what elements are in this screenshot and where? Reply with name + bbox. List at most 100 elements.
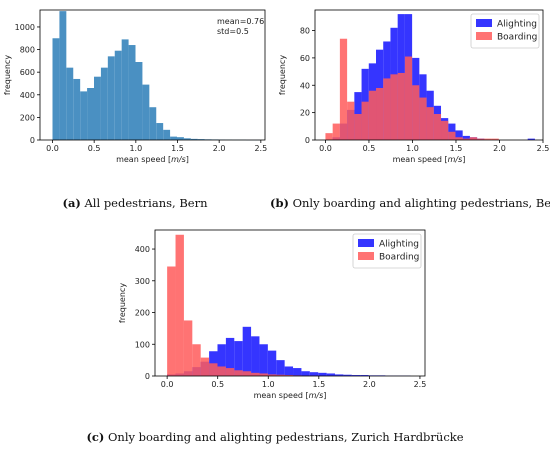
bar [156,123,164,140]
bar [66,67,74,140]
histogram-boarding-alighting-zurich: 0.0 0.5 1.0 1.5 2.0 2.5 0 100 200 300 400 mean spee… [118,229,426,400]
bar [284,366,294,376]
bar [135,62,143,140]
histogram-all-pedestrians-bern: 0.0 0.5 1.0 1.5 2.0 2.5 0 200 400 600 800 1000 mean … [3,9,267,164]
legend-swatch [476,32,492,40]
x-tick-label: 0.5 [211,380,224,389]
bar [94,76,101,140]
legend-label: Alighting [497,20,537,30]
legend-swatch [358,252,374,260]
bar [107,56,115,140]
x-tick-label: 1.5 [171,144,184,153]
legend-label: Alighting [379,240,419,250]
bar [52,38,60,141]
y-tick-label: 80 [300,27,310,36]
y-tick-label: 200 [20,113,35,122]
x-tick-label: 2.0 [363,380,376,389]
caption-c-letter: (c) [86,430,105,444]
bar [192,344,201,376]
bar [462,135,470,140]
bar [484,138,492,140]
y-tick-label: 600 [20,68,35,77]
x-axis-label: mean speed [m/s] [254,391,327,400]
bar [259,344,268,376]
caption-c: (c) Only boarding and alighting pedestri… [0,430,550,444]
y-tick-label: 100 [135,340,150,349]
bar [354,114,362,140]
bar [259,373,268,376]
x-tick-label: 0.0 [161,380,174,389]
bar [234,341,243,376]
plot-frame [39,9,266,141]
bar [234,370,243,376]
x-tick-label: 2.0 [213,144,226,153]
bar [284,375,294,376]
bar [455,137,463,140]
bar [419,97,427,140]
y-tick-label: 200 [135,309,150,318]
bar [325,133,333,140]
stats-annotation: mean=0.76 [217,17,264,26]
bar [225,368,235,376]
bar [491,138,499,140]
caption-a-letter: (a) [62,196,81,210]
x-tick-label: 1.0 [262,380,275,389]
x-tick-label: 0.5 [363,144,376,153]
y-tick-label: 400 [20,91,35,100]
bar [462,138,470,140]
x-axis-label: mean speed [m/s] [116,155,189,164]
x-tick-label: 2.5 [537,144,550,153]
caption-a-text: All pedestrians, Bern [80,196,208,210]
y-tick-label: 800 [20,46,35,55]
bar [200,357,210,376]
bar [527,138,535,140]
bar [326,373,335,376]
bar [177,137,184,140]
caption-b-letter: (b) [270,196,289,210]
series-main-bars [52,11,260,141]
bar [426,107,434,140]
bar [469,137,478,140]
bar [397,72,405,140]
bar [197,139,205,140]
bar [455,130,463,140]
bar [87,88,94,140]
bar [276,374,285,376]
bar [73,78,81,140]
y-axis-label: frequency [278,55,287,95]
y-tick-label: 0 [30,136,35,145]
bar [448,131,456,140]
bar [293,368,302,376]
series-boarding-bars [325,38,499,140]
y-tick-label: 0 [145,372,150,381]
bar [360,375,369,376]
plot-frame [314,9,544,141]
bar [121,39,129,140]
bar [301,371,310,376]
y-tick-label: 0 [305,136,310,145]
bar [114,50,122,141]
x-tick-label: 1.5 [312,380,325,389]
legend-label: Boarding [497,33,537,43]
bar [441,120,449,140]
bar [404,56,413,140]
bar [59,11,67,141]
y-tick-label: 20 [300,109,310,118]
y-axis-label: frequency [3,55,12,95]
bar [142,84,150,140]
bar [267,350,277,376]
bar [309,372,319,376]
caption-a: (a) All pedestrians, Bern [10,196,260,210]
bar [251,372,260,376]
bar [251,336,260,376]
y-tick-label: 400 [135,245,150,254]
x-tick-label: 0.0 [319,144,332,153]
caption-b: (b) Only boarding and alighting pedestri… [270,196,550,210]
bar [190,138,198,140]
stats-annotation: std=0.5 [217,27,249,36]
bar [343,374,352,376]
bar [361,101,369,140]
bar [335,374,344,376]
histogram-boarding-alighting-bern: 0.0 0.5 1.0 1.5 2.0 2.5 0 20 40 60 80 mean speed [m… [278,9,550,164]
x-tick-label: 2.5 [254,144,267,153]
